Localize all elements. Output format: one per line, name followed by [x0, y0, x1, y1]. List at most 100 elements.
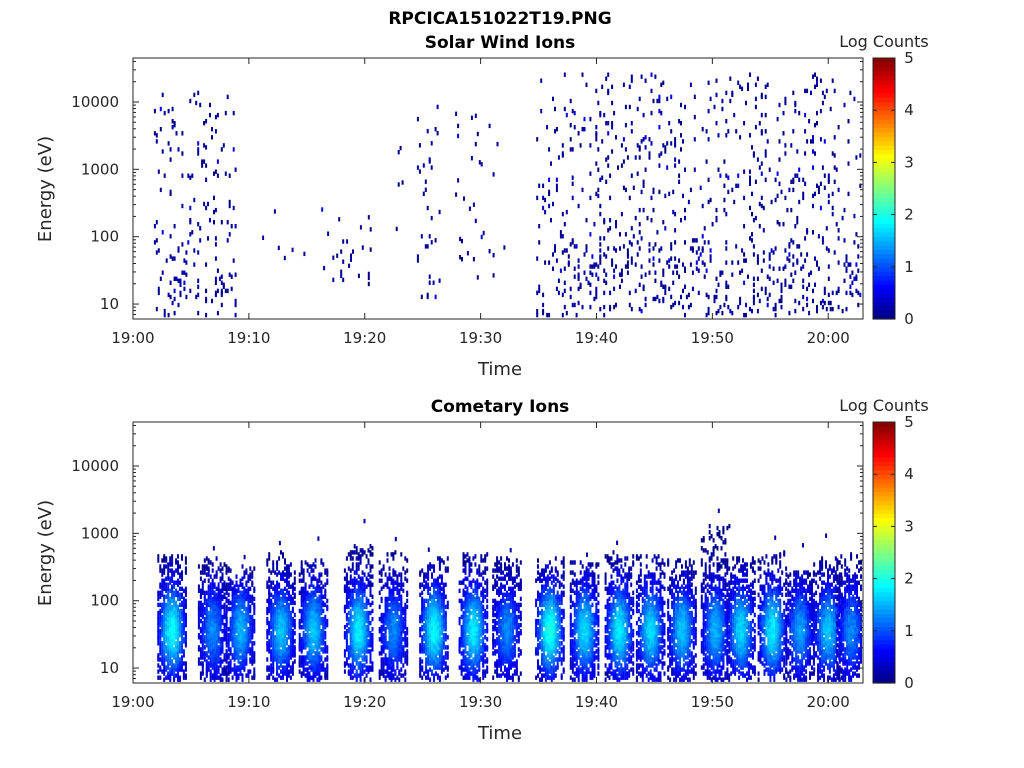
heatmap-cell [300, 570, 303, 575]
heatmap-cell [555, 177, 558, 182]
heatmap-cell [816, 304, 818, 310]
heatmap-cell [461, 238, 463, 244]
heatmap-cell [581, 127, 584, 132]
heatmap-cell [684, 312, 686, 318]
heatmap-cell [433, 578, 435, 583]
heatmap-cell [179, 645, 181, 650]
heatmap-cell [794, 108, 797, 114]
heatmap-cell [169, 604, 172, 610]
heatmap-cell [384, 669, 387, 674]
heatmap-cell [685, 294, 688, 300]
heatmap-cell [591, 272, 594, 277]
heatmap-cell [211, 596, 214, 602]
heatmap-cell [179, 290, 182, 296]
heatmap-cell [786, 207, 789, 213]
heatmap-cell [159, 647, 162, 652]
heatmap-cell [652, 207, 655, 213]
heatmap-cell [284, 665, 286, 670]
heatmap-cell [363, 518, 366, 524]
heatmap-cell [831, 191, 834, 197]
heatmap-cell [179, 596, 181, 602]
heatmap-cell [203, 657, 206, 662]
heatmap-cell [357, 562, 360, 567]
heatmap-cell [747, 274, 749, 279]
heatmap-cell [314, 576, 317, 581]
heatmap-cell [666, 260, 669, 265]
colorbar-swatch [873, 253, 895, 259]
heatmap-cell [249, 627, 252, 632]
heatmap-cell [175, 673, 178, 678]
heatmap-cell [538, 183, 541, 188]
heatmap-cell [209, 677, 212, 682]
heatmap-cell [650, 88, 653, 94]
heatmap-cell [597, 276, 600, 281]
heatmap-cell [857, 302, 860, 308]
heatmap-cell [392, 673, 395, 678]
heatmap-cell [628, 195, 631, 201]
heatmap-cell [425, 580, 428, 585]
heatmap-cell [436, 629, 439, 634]
heatmap-cell [764, 84, 767, 89]
heatmap-cell [429, 645, 432, 650]
heatmap-cell [293, 600, 296, 606]
heatmap-cell [199, 675, 202, 680]
heatmap-cell [423, 637, 426, 642]
heatmap-cell [179, 608, 181, 614]
heatmap-cell [324, 667, 327, 672]
heatmap-cell [423, 614, 426, 620]
heatmap-cell [831, 306, 834, 312]
heatmap-cell [845, 306, 848, 312]
heatmap-cell [223, 602, 226, 608]
heatmap-cell [404, 570, 407, 575]
heatmap-cell [542, 292, 545, 298]
heatmap-cell [357, 273, 360, 279]
heatmap-cell [359, 600, 362, 606]
colorbar-swatch [873, 240, 895, 246]
heatmap-cell [221, 645, 224, 650]
heatmap-cell [729, 76, 732, 81]
heatmap-cell [213, 574, 216, 579]
heatmap-cell [357, 574, 360, 579]
heatmap-cell [155, 306, 158, 312]
heatmap-cell [788, 258, 791, 263]
heatmap-cell [806, 286, 809, 292]
heatmap-cell [300, 560, 303, 565]
y-tick-label: 1000 [81, 160, 119, 178]
heatmap-cell [396, 620, 399, 626]
heatmap-cell [274, 570, 277, 575]
heatmap-cell [613, 286, 616, 292]
heatmap-cell [427, 590, 430, 595]
heatmap-cell [245, 568, 248, 573]
heatmap-cell [825, 226, 828, 231]
heatmap-cell [737, 173, 740, 178]
heatmap-cell [320, 572, 323, 577]
heatmap-cell [306, 596, 309, 602]
heatmap-cell [205, 602, 208, 608]
heatmap-cell [312, 590, 315, 595]
heatmap-cell [808, 272, 811, 277]
heatmap-cell [345, 635, 348, 640]
heatmap-cell [184, 556, 187, 561]
heatmap-cell [821, 165, 824, 170]
heatmap-cell [304, 620, 307, 626]
heatmap-cell [642, 207, 645, 213]
heatmap-cell [369, 643, 372, 648]
heatmap-cell [628, 104, 631, 110]
heatmap-cell [595, 286, 598, 292]
heatmap-cell [318, 665, 321, 670]
heatmap-cell [721, 98, 724, 104]
heatmap-cell [214, 129, 217, 134]
heatmap-cell [235, 651, 238, 656]
heatmap-cell [429, 592, 432, 597]
heatmap-cell [557, 155, 560, 160]
heatmap-cell [396, 590, 399, 595]
heatmap-cell [538, 224, 541, 229]
heatmap-cell [607, 72, 610, 77]
colorbar-swatch [873, 236, 895, 242]
heatmap-cell [175, 580, 178, 585]
heatmap-cell [247, 635, 250, 640]
heatmap-cell [790, 284, 793, 289]
heatmap-cell [752, 282, 755, 287]
heatmap-cell [322, 616, 325, 622]
heatmap-cell [802, 284, 805, 289]
